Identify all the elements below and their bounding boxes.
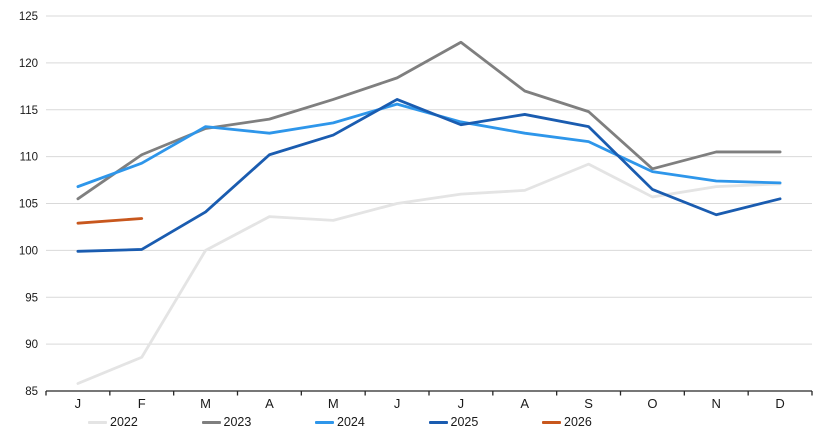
series-line-2025 xyxy=(76,98,782,253)
legend-item-2025: 2025 xyxy=(428,415,543,429)
legend-swatch-2024 xyxy=(315,420,334,424)
legend-swatch-2025 xyxy=(428,420,448,424)
y-axis-label-95: 95 xyxy=(25,292,38,304)
x-axis-label-9: O xyxy=(647,396,657,411)
legend-label-2024: 2024 xyxy=(337,415,365,429)
legend-label-2023: 2023 xyxy=(223,415,252,429)
x-axis-label-11: D xyxy=(775,396,784,411)
y-axis-label-110: 110 xyxy=(20,152,38,164)
legend-item-2024: 2024 xyxy=(315,416,429,429)
legend-item-2023: 2023 xyxy=(201,415,316,429)
x-axis-label-6: J xyxy=(458,396,465,411)
x-axis-label-10: N xyxy=(712,396,721,411)
x-axis-label-1: F xyxy=(138,396,146,411)
legend-swatch-2023 xyxy=(201,420,221,424)
x-axis-label-4: M xyxy=(328,396,339,411)
x-axis-label-7: A xyxy=(520,396,529,411)
x-axis-label-3: A xyxy=(265,396,274,411)
legend-swatch-2026 xyxy=(542,420,561,424)
legend-swatch-2022 xyxy=(88,420,107,424)
series-line-2022 xyxy=(76,162,782,385)
legend-item-2022: 2022 xyxy=(88,416,202,429)
legend-label-2022: 2022 xyxy=(110,415,138,429)
x-axis-label-8: S xyxy=(584,396,593,411)
legend-label-2025: 2025 xyxy=(450,415,479,429)
series-line-2026 xyxy=(76,217,144,225)
legend-item-2026: 2026 xyxy=(542,416,656,429)
y-axis-label-115: 115 xyxy=(20,105,38,117)
series-line-2024 xyxy=(76,102,782,189)
chart-legend: 2022 2023 2024 2025 2026 xyxy=(88,416,656,429)
y-axis-label-105: 105 xyxy=(19,199,38,211)
y-axis-label-100: 100 xyxy=(19,245,38,257)
y-axis-label-90: 90 xyxy=(25,339,38,351)
x-axis-label-0: J xyxy=(75,396,82,411)
x-axis-label-2: M xyxy=(200,396,211,411)
y-axis-label-125: 125 xyxy=(19,11,38,23)
x-axis-label-5: J xyxy=(394,396,401,411)
legend-label-2026: 2026 xyxy=(564,415,592,429)
chart-canvas: 85 90 95 100 105 110 115 120 125 J F M A M J J A S O N D xyxy=(19,11,813,411)
y-axis-label-85: 85 xyxy=(25,386,38,398)
y-axis-label-120: 120 xyxy=(19,58,38,70)
